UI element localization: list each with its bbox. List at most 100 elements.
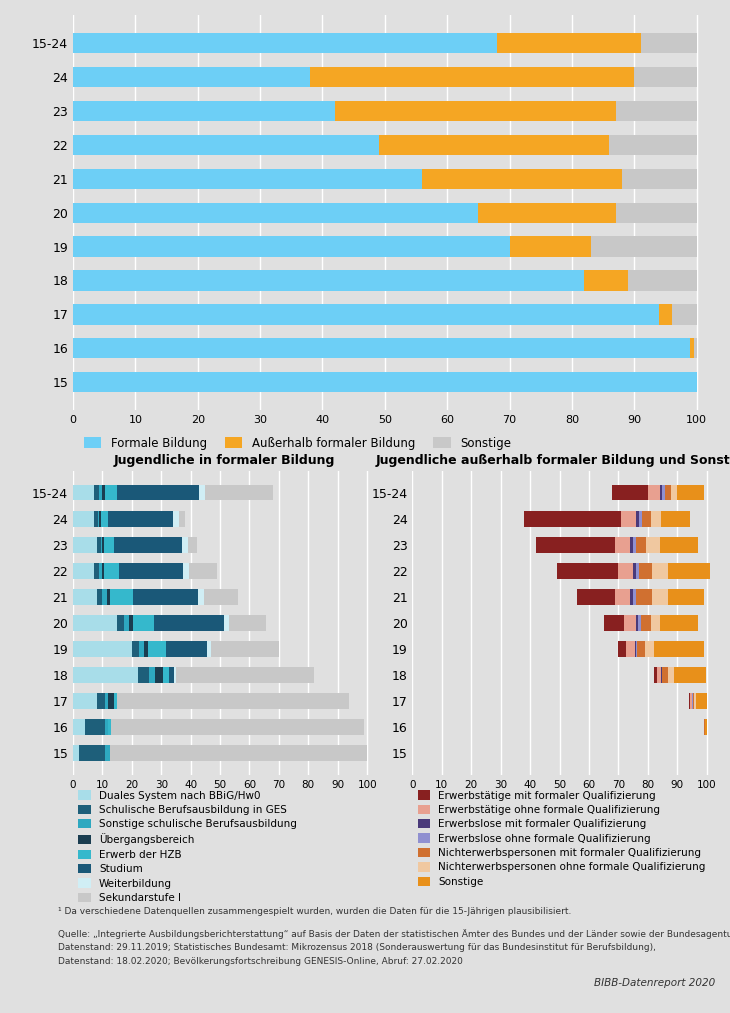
Bar (73, 338, 691, 359)
Bar (108, 693, 114, 709)
Text: Datenstand: 29.11.2019; Statistisches Bundesamt: Mikrozensus 2018 (Sonderauswert: Datenstand: 29.11.2019; Statistisches Bu… (58, 943, 656, 952)
Bar (188, 537, 196, 553)
Bar (73, 615, 117, 631)
Bar (630, 537, 633, 553)
Bar (73, 101, 335, 122)
Bar (99, 485, 102, 500)
Bar (536, 537, 615, 553)
Bar (105, 719, 108, 735)
Bar (335, 101, 615, 122)
Bar (628, 270, 696, 291)
Bar (73, 169, 422, 189)
Bar (691, 693, 692, 709)
Bar (636, 590, 652, 605)
Bar (139, 641, 144, 656)
Bar (674, 668, 707, 683)
Bar (662, 668, 668, 683)
Bar (612, 485, 648, 500)
Bar (102, 590, 107, 605)
Bar (154, 615, 224, 631)
Bar (379, 135, 610, 155)
Bar (73, 203, 478, 223)
Bar (642, 511, 650, 527)
Bar (497, 33, 640, 54)
Bar (169, 668, 174, 683)
Bar (101, 511, 108, 527)
Bar (73, 719, 85, 735)
Bar (653, 668, 656, 683)
Bar (118, 563, 183, 578)
Bar (93, 511, 98, 527)
Title: Jugendliche außerhalb formaler Bildung und Sonstige: Jugendliche außerhalb formaler Bildung u… (376, 454, 730, 467)
Bar (134, 590, 198, 605)
Bar (179, 511, 185, 527)
Bar (99, 511, 101, 527)
Bar (615, 590, 630, 605)
Bar (652, 590, 669, 605)
Bar (229, 615, 266, 631)
Bar (155, 668, 163, 683)
Bar (108, 511, 173, 527)
Bar (696, 693, 707, 709)
Bar (669, 590, 704, 605)
Legend: Erwerbstätige mit formaler Qualifizierung, Erwerbstätige ohne formale Qualifizie: Erwerbstätige mit formaler Qualifizierun… (418, 790, 706, 887)
Bar (636, 537, 646, 553)
Bar (626, 641, 634, 656)
Bar (73, 236, 510, 256)
Bar (111, 719, 364, 735)
Bar (672, 304, 696, 324)
Bar (634, 67, 696, 87)
Bar (621, 511, 636, 527)
Bar (163, 668, 169, 683)
Bar (104, 537, 114, 553)
Bar (183, 563, 189, 578)
Bar (672, 485, 677, 500)
Bar (659, 537, 698, 553)
Bar (624, 615, 636, 631)
Bar (577, 590, 615, 605)
Bar (205, 485, 273, 500)
Bar (659, 304, 672, 324)
Bar (110, 590, 134, 605)
Legend: Formale Bildung, Außerhalb formaler Bildung, Sonstige: Formale Bildung, Außerhalb formaler Bild… (79, 432, 515, 455)
Bar (114, 693, 117, 709)
Bar (207, 641, 211, 656)
Bar (691, 338, 693, 359)
Bar (107, 590, 110, 605)
Text: BIBB-Datenreport 2020: BIBB-Datenreport 2020 (594, 978, 715, 988)
Bar (117, 485, 199, 500)
Bar (615, 101, 696, 122)
Text: Quelle: „Integrierte Ausbildungsberichterstattung“ auf Basis der Daten der stati: Quelle: „Integrierte Ausbildungsberichte… (58, 929, 730, 939)
Bar (73, 485, 93, 500)
Bar (102, 537, 104, 553)
Bar (639, 511, 642, 527)
Bar (73, 693, 96, 709)
Bar (633, 537, 636, 553)
Bar (648, 485, 659, 500)
Bar (585, 270, 628, 291)
Bar (693, 693, 694, 709)
Bar (660, 615, 698, 631)
Bar (310, 67, 634, 87)
Bar (591, 236, 696, 256)
Bar (645, 641, 653, 656)
Bar (661, 511, 691, 527)
Bar (144, 641, 148, 656)
Bar (73, 511, 93, 527)
Bar (105, 746, 110, 761)
Title: Jugendliche in formaler Bildung: Jugendliche in formaler Bildung (114, 454, 335, 467)
Bar (108, 719, 111, 735)
Bar (166, 641, 207, 656)
Bar (73, 270, 585, 291)
Bar (630, 590, 633, 605)
Bar (110, 746, 367, 761)
Bar (99, 563, 102, 578)
Bar (93, 563, 99, 578)
Bar (640, 33, 696, 54)
Bar (96, 590, 102, 605)
Bar (73, 372, 696, 392)
Bar (636, 563, 639, 578)
Bar (125, 615, 129, 631)
Bar (225, 615, 229, 631)
Bar (105, 693, 108, 709)
